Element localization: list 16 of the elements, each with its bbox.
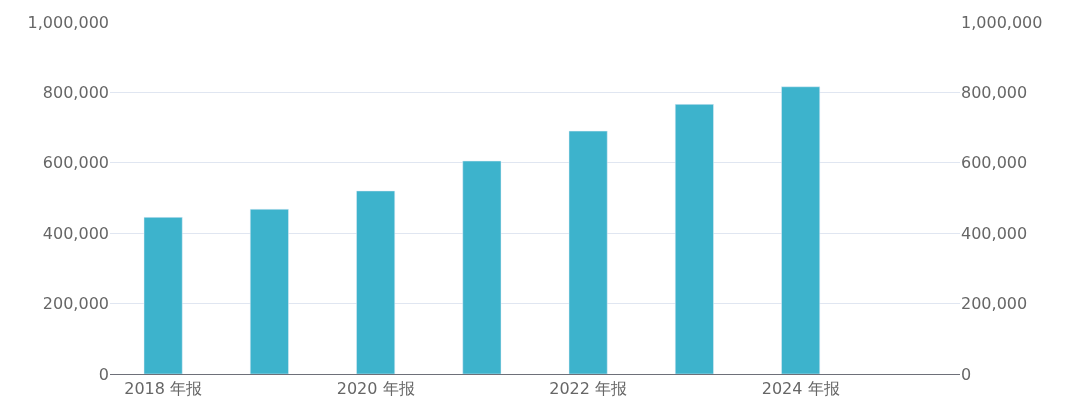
y2-tick-label: 0 [961,364,972,384]
y-tick-label: 600,000 [42,153,109,173]
y-tick-label: 0 [98,364,109,384]
y-tick-label: 200,000 [42,294,109,314]
x-tick-label: 2024 年报 [761,379,840,399]
x-tick-label: 2022 年报 [549,379,628,399]
y2-tick-label: 400,000 [961,223,1028,243]
y2-tick-label: 800,000 [961,83,1028,102]
x-tick-label: 2018 年报 [124,379,203,399]
y2-tick-label: 200,000 [961,294,1028,314]
y2-tick-label: 1,000,000 [961,12,1043,32]
y-tick-label: 1,000,000 [27,12,109,32]
x-tick-label: 2020 年报 [336,379,415,399]
y2-tick-label: 600,000 [961,153,1028,173]
y-tick-label: 400,000 [42,223,109,243]
y-tick-label: 800,000 [42,83,109,102]
